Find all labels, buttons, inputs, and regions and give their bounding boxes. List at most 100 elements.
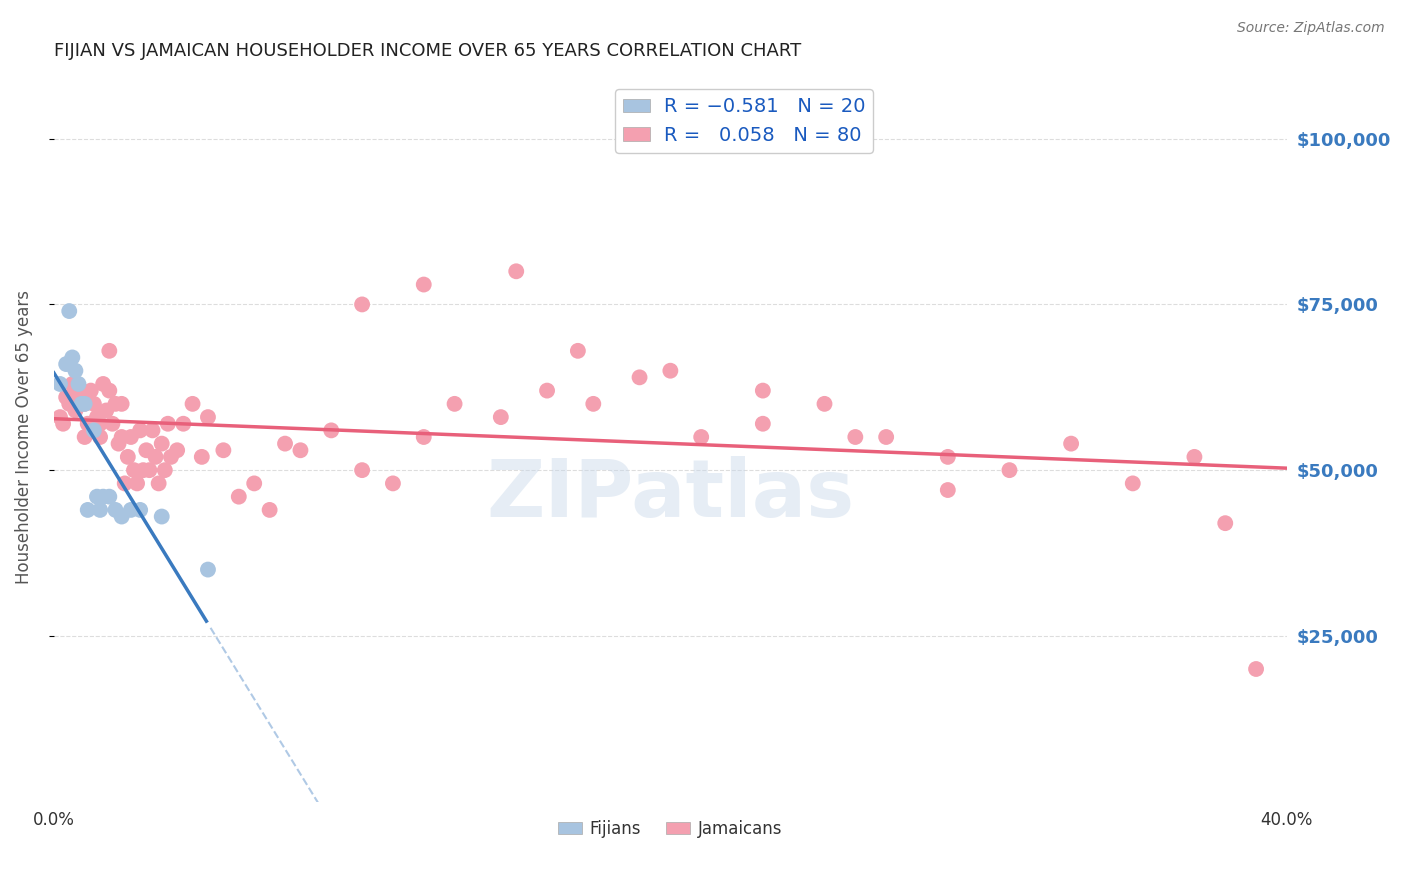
Point	[67, 384, 90, 398]
Point	[690, 430, 713, 444]
Point	[89, 430, 111, 444]
Point	[1213, 516, 1236, 531]
Point	[412, 430, 434, 444]
Point	[148, 476, 170, 491]
Point	[70, 397, 93, 411]
Point	[111, 430, 134, 444]
Point	[505, 264, 527, 278]
Point	[1184, 450, 1206, 464]
Point	[52, 417, 75, 431]
Point	[752, 384, 775, 398]
Point	[844, 430, 866, 444]
Point	[172, 417, 194, 431]
Point	[166, 443, 188, 458]
Point	[55, 390, 77, 404]
Point	[813, 397, 835, 411]
Point	[104, 503, 127, 517]
Point	[628, 370, 651, 384]
Point	[145, 450, 167, 464]
Point	[76, 417, 98, 431]
Point	[412, 277, 434, 292]
Point	[49, 376, 72, 391]
Point	[228, 490, 250, 504]
Point	[83, 397, 105, 411]
Point	[111, 509, 134, 524]
Point	[107, 436, 129, 450]
Point	[659, 364, 682, 378]
Point	[489, 410, 512, 425]
Text: ZIPatlas: ZIPatlas	[486, 457, 855, 534]
Point	[752, 417, 775, 431]
Point	[936, 450, 959, 464]
Point	[73, 397, 96, 411]
Point	[120, 430, 142, 444]
Point	[181, 397, 204, 411]
Point	[536, 384, 558, 398]
Point	[86, 490, 108, 504]
Point	[101, 417, 124, 431]
Point	[141, 423, 163, 437]
Point	[111, 397, 134, 411]
Point	[1122, 476, 1144, 491]
Point	[567, 343, 589, 358]
Point	[381, 476, 404, 491]
Point	[352, 463, 374, 477]
Point	[96, 403, 118, 417]
Point	[153, 463, 176, 477]
Point	[117, 450, 139, 464]
Point	[156, 417, 179, 431]
Y-axis label: Householder Income Over 65 years: Householder Income Over 65 years	[15, 290, 32, 584]
Point	[86, 410, 108, 425]
Point	[98, 384, 121, 398]
Point	[73, 430, 96, 444]
Point	[120, 503, 142, 517]
Point	[936, 483, 959, 497]
Point	[129, 503, 152, 517]
Point	[998, 463, 1021, 477]
Point	[191, 450, 214, 464]
Point	[243, 476, 266, 491]
Text: FIJIAN VS JAMAICAN HOUSEHOLDER INCOME OVER 65 YEARS CORRELATION CHART: FIJIAN VS JAMAICAN HOUSEHOLDER INCOME OV…	[53, 42, 801, 60]
Point	[129, 423, 152, 437]
Point	[114, 476, 136, 491]
Point	[212, 443, 235, 458]
Point	[60, 376, 83, 391]
Point	[1060, 436, 1083, 450]
Point	[83, 423, 105, 437]
Point	[197, 410, 219, 425]
Point	[49, 410, 72, 425]
Point	[91, 490, 114, 504]
Text: Source: ZipAtlas.com: Source: ZipAtlas.com	[1237, 21, 1385, 35]
Legend: Fijians, Jamaicans: Fijians, Jamaicans	[551, 813, 789, 845]
Point	[65, 403, 87, 417]
Point	[98, 490, 121, 504]
Point	[875, 430, 897, 444]
Point	[132, 463, 155, 477]
Point	[89, 503, 111, 517]
Point	[104, 397, 127, 411]
Point	[67, 376, 90, 391]
Point	[290, 443, 312, 458]
Point	[65, 364, 87, 378]
Point	[58, 397, 80, 411]
Point	[321, 423, 343, 437]
Point	[55, 357, 77, 371]
Point	[150, 509, 173, 524]
Point	[582, 397, 605, 411]
Point	[98, 343, 121, 358]
Point	[150, 436, 173, 450]
Point	[259, 503, 281, 517]
Point	[125, 476, 148, 491]
Point	[60, 351, 83, 365]
Point	[197, 563, 219, 577]
Point	[160, 450, 183, 464]
Point	[135, 443, 157, 458]
Point	[89, 417, 111, 431]
Point	[76, 503, 98, 517]
Point	[1244, 662, 1267, 676]
Point	[352, 297, 374, 311]
Point	[73, 397, 96, 411]
Point	[274, 436, 297, 450]
Point	[91, 376, 114, 391]
Point	[80, 384, 103, 398]
